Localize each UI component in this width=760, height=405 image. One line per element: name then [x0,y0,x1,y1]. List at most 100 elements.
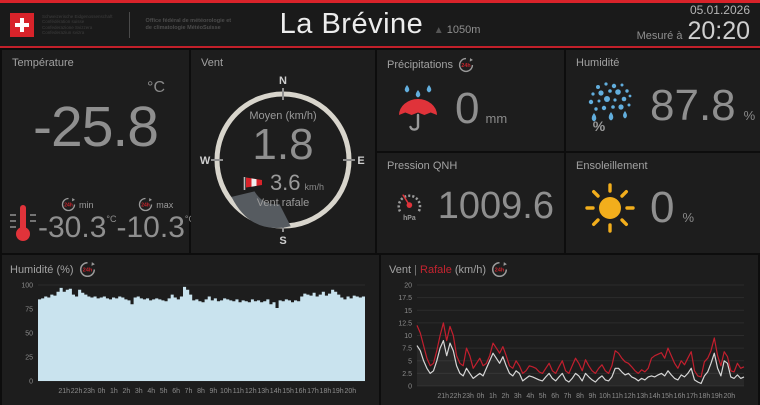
wind-direction-arrow [231,190,291,228]
svg-text:9h: 9h [589,393,597,400]
wind-chart-panel: Vent | Rafale (km/h) 24h 0 2.5 5 7.5 10 12.5 1… [381,255,758,405]
svg-text:23h: 23h [83,388,95,395]
precipitation-unit: mm [485,111,508,126]
pressure-value: 1009.6 [437,185,554,227]
24h-icon: 24h [61,197,76,212]
wind-gust-label: Vent rafale [256,197,310,210]
svg-text:0h: 0h [477,393,485,400]
svg-text:2.5: 2.5 [402,371,412,378]
wind-title: Vent [201,57,224,69]
windsock-icon [243,177,262,191]
svg-text:17h: 17h [686,393,698,400]
compass-north-label: N [279,75,287,87]
humidity-droplets-icon: % [588,82,632,133]
svg-text:%: % [593,118,606,133]
altitude-label: ▲ 1050m [434,24,481,36]
svg-text:8h: 8h [197,388,205,395]
wind-gust-unit: km/h [304,182,325,193]
sun-icon [585,182,635,233]
humidity-panel: Humidité % 87.8 % [566,50,760,151]
sunshine-panel: Ensoleillement 0 [566,152,760,253]
svg-text:23h: 23h [462,393,474,400]
svg-text:19h: 19h [332,388,344,395]
measured-label: Mesuré à [636,30,683,42]
page-title: La Brévine [279,8,424,40]
svg-text:12h: 12h [245,388,257,395]
svg-text:21h: 21h [437,393,449,400]
svg-text:3h: 3h [135,388,143,395]
svg-text:20: 20 [404,283,412,290]
svg-text:7.5: 7.5 [402,346,412,353]
swiss-flag-icon [10,12,34,37]
wind-readings: Moyen (km/h) 1.8 3.6 km/h Vent rafale [197,74,369,246]
svg-text:11h: 11h [233,388,244,395]
svg-text:24h: 24h [64,202,73,208]
min-label: min [78,199,94,210]
humidity-area-chart: 0 25 50 75 100 21h 22h 23h 0h 1h 2h 3h 4h 5h 6h 7h 8h 9h 1… [10,280,371,405]
wind-panel: Vent N S W E [191,50,375,253]
svg-text:17h: 17h [307,388,319,395]
sunshine-value: 0 [650,182,675,232]
confederation-text: Schweizerische Eidgenossenschaft Confédé… [42,14,113,36]
svg-text:1h: 1h [489,393,497,400]
office-text: Office fédéral de météorologie et de cli… [146,18,246,32]
svg-text:16h: 16h [674,393,686,400]
temperature-minmax: 24h min -30.3°C 24h max [8,197,195,243]
svg-text:20h: 20h [344,388,356,395]
svg-text:50: 50 [25,331,33,338]
wind-chart-title: Vent | Rafale (km/h) [389,263,487,276]
svg-text:15: 15 [404,308,412,315]
svg-text:13h: 13h [257,388,269,395]
svg-text:7h: 7h [185,388,193,395]
meteoswiss-logo: Schweizerische Eidgenossenschaft Confédé… [10,11,246,38]
svg-text:21h: 21h [58,388,70,395]
humidity-title: Humidité [576,57,620,69]
svg-text:14h: 14h [649,393,661,400]
confederation-line: Schweizerische Eidgenossenschaft [42,13,113,19]
svg-text:12h: 12h [624,393,636,400]
svg-text:100: 100 [21,283,33,290]
temp-max-value: -10.3°C [116,211,196,244]
svg-text:22h: 22h [71,388,83,395]
temperature-title: Température [12,57,74,69]
compass-south-label: S [279,235,286,246]
svg-text:75: 75 [25,307,33,314]
mountain-icon: ▲ [433,25,444,36]
svg-text:12.5: 12.5 [398,320,412,327]
svg-text:6h: 6h [551,393,559,400]
confederation-line: Confederazione Svizzera [42,24,93,30]
humidity-value: 87.8 [650,81,736,130]
temp-min-block: 24h min -30.3°C [38,197,117,243]
header-bottom-red-rule [0,46,760,48]
svg-text:1h: 1h [110,388,118,395]
temperature-unit: °C [147,79,165,96]
header: Schweizerische Eidgenossenschaft Confédé… [0,3,760,46]
svg-text:7h: 7h [564,393,572,400]
svg-text:2h: 2h [501,393,509,400]
24h-icon: 24h [458,57,474,73]
thermometer-icon [10,205,36,241]
pressure-panel: Pression QNH hPa 1009.6 [377,152,564,253]
svg-text:19h: 19h [711,393,723,400]
compass-west-label: W [200,155,211,167]
umbrella-rain-icon [399,85,437,131]
svg-text:15h: 15h [661,393,673,400]
dashboard: Température °C -25.8 [0,48,760,405]
precipitation-value: 0 [455,84,480,133]
time-value: 20:20 [687,17,750,45]
confederation-line: Confédération suisse [42,19,85,24]
svg-text:5: 5 [408,358,412,365]
temp-max-block: 24h max -10.3°C [116,197,196,244]
24h-icon: 24h [79,261,95,278]
svg-text:18h: 18h [320,388,332,395]
date-label: 05.01.2026 [689,3,750,17]
header-top-red-bar [0,0,760,3]
svg-text:25: 25 [25,355,33,362]
pressure-title: Pression QNH [387,159,458,172]
svg-text:18h: 18h [699,393,711,400]
svg-text:0h: 0h [98,388,106,395]
svg-text:13h: 13h [636,393,648,400]
svg-text:10: 10 [404,333,412,340]
svg-text:24h: 24h [141,202,150,208]
compass-east-label: E [357,155,364,167]
